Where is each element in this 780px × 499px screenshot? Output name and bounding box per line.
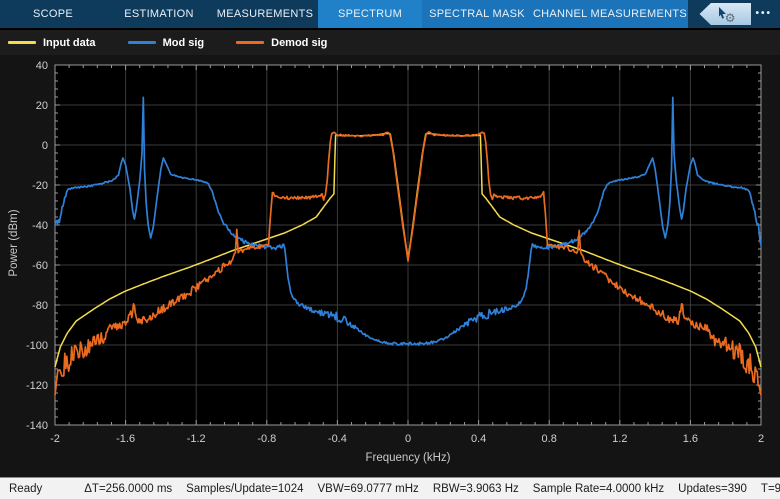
tab-channel-measurements[interactable]: CHANNEL MEASUREMENTS bbox=[532, 0, 688, 28]
input-data-line-swatch bbox=[8, 41, 36, 44]
more-options-button[interactable]: ••• bbox=[755, 8, 772, 19]
series-demod-sig bbox=[54, 131, 762, 396]
tick-label: -2 bbox=[50, 433, 60, 445]
status-samples: Samples/Update=1024 bbox=[186, 482, 304, 495]
tick-label: -80 bbox=[32, 300, 48, 312]
legend-label: Input data bbox=[43, 36, 96, 49]
tab-scope-label: SCOPE bbox=[32, 8, 73, 20]
tick-label: 2 bbox=[758, 433, 764, 445]
tick-label: 40 bbox=[36, 60, 48, 72]
tab-estimation-label: ESTIMATION bbox=[124, 8, 194, 20]
tick-label: 1.6 bbox=[683, 433, 698, 445]
legend-item-input-data[interactable]: Input data bbox=[8, 37, 96, 49]
status-time: T=99.980 bbox=[760, 482, 780, 495]
tab-spectrum-label: SPECTRUM bbox=[337, 8, 403, 20]
tick-label: 1.2 bbox=[612, 433, 627, 445]
cursor-gear-icon: ⚙ bbox=[716, 6, 736, 25]
tab-spectral-mask[interactable]: SPECTRAL MASK bbox=[422, 0, 532, 28]
tick-label: -60 bbox=[32, 260, 48, 272]
tick-label: -0.4 bbox=[328, 433, 347, 445]
toolbar-separator bbox=[0, 28, 780, 30]
status-updates: Updates=390 bbox=[678, 482, 747, 495]
status-bar: Ready ΔT=256.0000 ms Samples/Update=1024… bbox=[0, 477, 780, 499]
tick-label: 0.4 bbox=[471, 433, 486, 445]
tick-label: -120 bbox=[26, 380, 48, 392]
tick-label: -1.2 bbox=[187, 433, 206, 445]
tick-label: -100 bbox=[26, 340, 48, 352]
tick-label: 20 bbox=[36, 100, 48, 112]
tab-scope[interactable]: SCOPE bbox=[0, 0, 106, 28]
x-axis-label: Frequency (kHz) bbox=[365, 452, 451, 464]
y-axis-label: Power (dBm) bbox=[8, 209, 20, 277]
series-mod-sig bbox=[54, 96, 762, 347]
tick-label: 0.8 bbox=[542, 433, 557, 445]
status-ready: Ready bbox=[9, 482, 43, 495]
tick-label: -0.8 bbox=[257, 433, 276, 445]
tick-label: -140 bbox=[26, 420, 48, 432]
tick-label: -20 bbox=[32, 180, 48, 192]
legend-label: Mod sig bbox=[162, 36, 205, 49]
tick-label: 0 bbox=[405, 433, 411, 445]
legend-item-mod-sig[interactable]: Mod sig bbox=[127, 36, 205, 49]
status-delta-t: ΔT=256.0000 ms bbox=[84, 482, 173, 495]
tick-label: 0 bbox=[42, 140, 48, 152]
tab-spectral-mask-label: SPECTRAL MASK bbox=[429, 8, 525, 20]
tab-spectrum[interactable]: SPECTRUM bbox=[318, 0, 422, 28]
legend-item-demod-sig[interactable]: Demod sig bbox=[236, 37, 327, 49]
toolstrip-collapse-button[interactable]: ⚙ bbox=[699, 3, 752, 25]
mod-sig-line-swatch bbox=[127, 41, 156, 44]
demod-sig-line-swatch bbox=[236, 41, 265, 44]
legend: Input data Mod sig Demod sig bbox=[0, 30, 780, 55]
tab-measurements[interactable]: MEASUREMENTS bbox=[212, 0, 318, 28]
toolstrip: SCOPE ESTIMATION MEASUREMENTS SPECTRUM S… bbox=[0, 0, 780, 28]
tab-estimation[interactable]: ESTIMATION bbox=[106, 0, 212, 28]
status-sample-rate: Sample Rate=4.0000 kHz bbox=[532, 482, 665, 495]
tick-label: -1.6 bbox=[116, 433, 135, 445]
status-vbw: VBW=69.0777 mHz bbox=[317, 482, 419, 495]
toolbar-right-region: ⚙ ••• bbox=[688, 0, 780, 28]
tab-channel-measurements-label: CHANNEL MEASUREMENTS bbox=[532, 8, 688, 20]
gear-icon: ⚙ bbox=[724, 11, 736, 25]
spectrum-plot[interactable]: -2 -1.6 -1.2 -0.8 -0.4 0 0.4 0.8 1.2 1.6 2 40 20 0 -20… bbox=[0, 55, 780, 477]
tick-label: -40 bbox=[32, 220, 48, 232]
legend-label: Demod sig bbox=[271, 36, 328, 49]
status-rbw: RBW=3.9063 Hz bbox=[432, 482, 519, 495]
tab-measurements-label: MEASUREMENTS bbox=[216, 8, 314, 20]
